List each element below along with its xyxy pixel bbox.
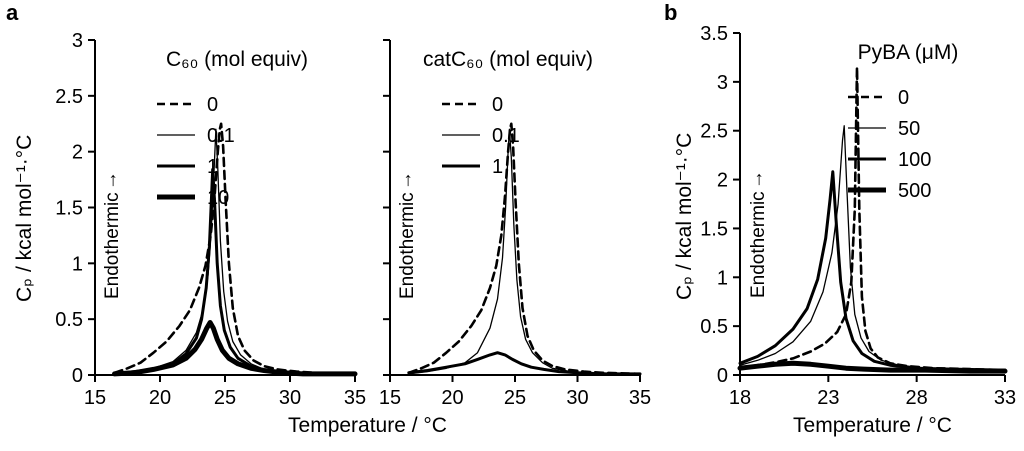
x-tick-label: 35 [344,387,366,409]
y-tick-label: 2 [717,170,728,192]
plot-a-right-legend: catC₆₀ (mol equiv) 0 0.1 1 [423,48,593,178]
x-tick-label: 23 [817,387,839,409]
plot-a-left-curve-1 [113,168,357,376]
plot-a-right-curve-0 [407,122,642,376]
y-tick-label: 1 [717,267,728,289]
plot-b-legend-title: PyBA (μM) [858,41,959,64]
y-tick-label: 0 [717,365,728,387]
legend-label: 50 [898,118,920,140]
legend-label: 10 [207,187,229,209]
endothermic-annotation-b: Endothermic ↑ [748,168,770,298]
y-tick-label: 0 [72,365,83,387]
plot-a-left-curve-0 [113,122,357,376]
up-arrow-icon: ↑ [754,168,764,190]
plot-a-left: 15 20 25 30 35 0 0.5 1 1.5 2 2.5 3 C₆₀ (mol equiv) 0 0… [55,30,366,409]
y-tick-label: 3 [717,72,728,94]
x-tick-label: 18 [729,387,751,409]
endothermic-annotation-a-left: Endothermic ↑ [102,169,124,299]
legend-label: 0.1 [207,125,235,147]
plot-a-right-curve-1 [407,351,642,376]
panel-a-y-axis-title: Cₚ / kcal mol⁻¹·°C [13,134,36,302]
x-tick-label: 20 [149,387,171,409]
x-tick-label: 15 [84,387,106,409]
panel-a-chart: 15 20 25 30 35 0 0.5 1 1.5 2 2.5 3 C₆₀ (mol equiv) 0 0… [55,30,651,409]
y-tick-label: 3.5 [700,23,728,45]
panel-a-x-axis-title: Temperature / °C [288,414,447,437]
x-tick-label: 33 [994,387,1016,409]
x-tick-label: 35 [629,387,651,409]
plot-a-left-curve-10 [112,320,358,377]
x-tick-label: 30 [566,387,588,409]
panel-b-x-axis-title: Temperature / °C [793,414,952,437]
up-arrow-icon: ↑ [108,169,118,191]
legend-label: 100 [898,149,931,171]
panel-b-label: b [664,0,678,25]
plot-a-left-legend: C₆₀ (mol equiv) 0 0.1 1 10 [157,48,308,209]
x-tick-label: 15 [379,387,401,409]
plot-b-curve-0 [738,65,1007,372]
plot-b-curve-500 [737,360,1008,374]
legend-label: 1 [492,156,503,178]
y-tick-label: 1 [72,253,83,275]
endothermic-label: Endothermic [102,192,123,299]
y-tick-label: 2.5 [700,121,728,143]
legend-label: 500 [898,180,931,202]
x-tick-label: 25 [214,387,236,409]
plot-b: 18 23 28 33 0 0.5 1 1.5 2 2.5 3 3.5 PyBA (μM) 0 50 100 5… [700,23,1016,409]
y-tick-label: 3 [72,30,83,52]
endothermic-label: Endothermic [397,192,418,299]
plot-b-curve-100 [738,170,1007,372]
plot-a-left-curve-0.1 [113,128,356,375]
legend-label: 0.1 [492,125,520,147]
legend-label: 1 [207,156,218,178]
legend-label: 0 [492,94,503,116]
y-tick-label: 1.5 [55,198,83,220]
panel-b-y-axis-title: Cₚ / kcal mol⁻¹·°C [673,132,696,300]
plot-a-right: 15 20 25 30 35 catC₆₀ (mol equiv) 0 0.1 1 [379,39,651,409]
panel-a-label: a [6,0,19,25]
panel-b-chart: 18 23 28 33 0 0.5 1 1.5 2 2.5 3 3.5 PyBA (μM) 0 50 100 5… [700,23,1016,409]
plot-b-curve-50 [739,125,1006,371]
legend-label: 0 [207,94,218,116]
plot-a-right-curve-0.1 [408,128,641,375]
endothermic-label: Endothermic [748,191,769,298]
y-tick-label: 1.5 [700,218,728,240]
endothermic-annotation-a-right: Endothermic ↑ [397,169,419,299]
y-tick-label: 2.5 [55,86,83,108]
x-tick-label: 20 [441,387,463,409]
up-arrow-icon: ↑ [403,169,413,191]
x-tick-label: 30 [279,387,301,409]
legend-label: 0 [898,87,909,109]
y-tick-label: 2 [72,142,83,164]
plot-b-legend: PyBA (μM) 0 50 100 500 [848,41,958,202]
x-tick-label: 28 [906,387,928,409]
y-tick-label: 0.5 [700,316,728,338]
plot-a-left-legend-title: C₆₀ (mol equiv) [166,48,308,71]
plot-a-right-legend-title: catC₆₀ (mol equiv) [423,48,593,71]
x-tick-label: 25 [504,387,526,409]
y-tick-label: 0.5 [55,309,83,331]
